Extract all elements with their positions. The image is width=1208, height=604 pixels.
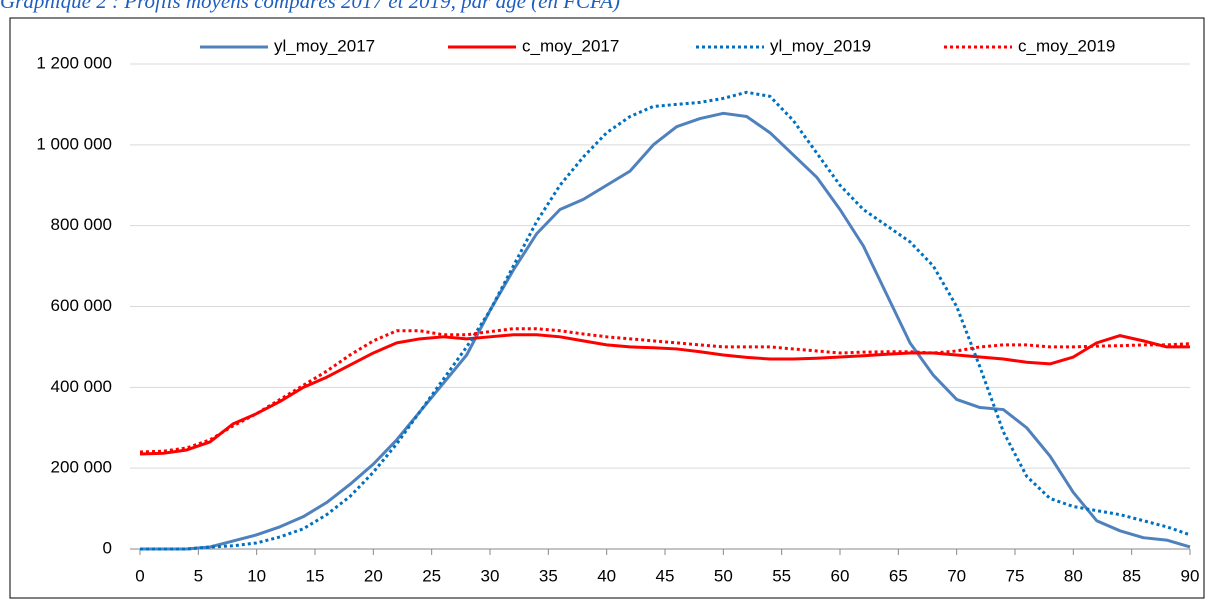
series-line	[140, 90, 1191, 551]
x-tick-label: 55	[772, 566, 791, 585]
x-tick-label: 25	[422, 566, 441, 585]
y-tick-label: 1 000 000	[36, 134, 112, 153]
x-tick-label: 60	[831, 566, 850, 585]
series-line	[139, 327, 1191, 454]
legend-label: c_moy_2019	[1018, 36, 1115, 55]
series-line	[140, 111, 1191, 551]
series-line	[139, 333, 1190, 456]
x-tick-label: 30	[481, 566, 500, 585]
y-tick-label: 200 000	[51, 458, 112, 477]
x-tick-label: 40	[597, 566, 616, 585]
y-tick-label: 1 200 000	[36, 53, 112, 72]
y-tick-label: 800 000	[51, 215, 112, 234]
x-tick-label: 35	[539, 566, 558, 585]
legend-label: yl_moy_2017	[274, 36, 375, 55]
legend-label: c_moy_2017	[522, 36, 619, 55]
legend-label: yl_moy_2019	[770, 36, 871, 55]
x-tick-label: 50	[714, 566, 733, 585]
y-tick-label: 0	[103, 538, 112, 557]
x-tick-label: 5	[194, 566, 203, 585]
x-tick-label: 20	[364, 566, 383, 585]
chart-title: Graphique 2 : Profils moyens comparés 20…	[0, 0, 620, 13]
x-tick-label: 90	[1181, 566, 1200, 585]
x-tick-label: 0	[135, 566, 144, 585]
y-tick-label: 600 000	[51, 296, 112, 315]
x-tick-label: 75	[1006, 566, 1025, 585]
chart-frame	[9, 17, 1205, 599]
x-tick-label: 10	[247, 566, 266, 585]
x-tick-label: 80	[1064, 566, 1083, 585]
x-tick-label: 85	[1122, 566, 1141, 585]
x-tick-label: 70	[947, 566, 966, 585]
x-tick-label: 45	[656, 566, 675, 585]
x-tick-label: 65	[889, 566, 908, 585]
y-tick-label: 400 000	[51, 377, 112, 396]
x-tick-label: 15	[306, 566, 325, 585]
